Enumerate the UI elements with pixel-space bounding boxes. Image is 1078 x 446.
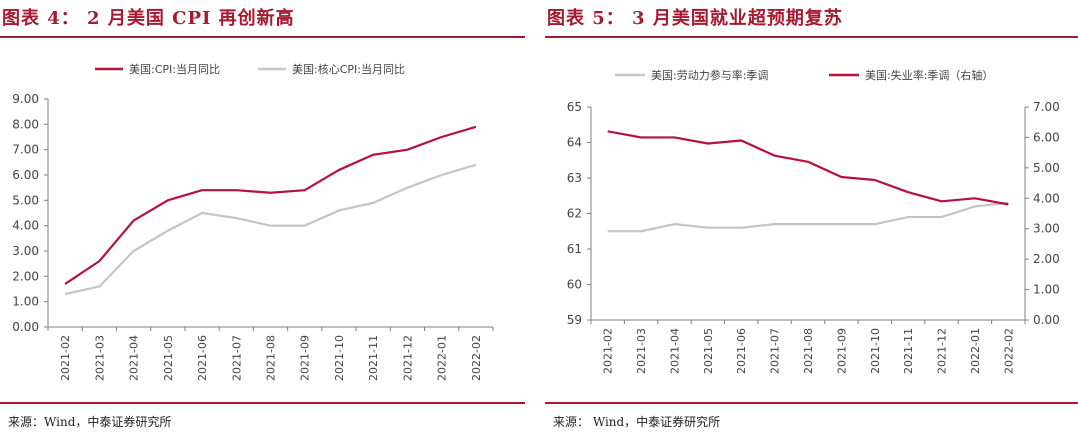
x-tick-label: 2021-05: [162, 335, 175, 381]
y-tick-label: 1.00: [12, 295, 39, 309]
x-tick-label: 2021-06: [196, 335, 209, 381]
left-y-tick-label: 60: [567, 278, 582, 292]
right-y-tick-label: 6.00: [1033, 130, 1060, 144]
x-tick-label: 2022-01: [436, 335, 449, 381]
chart-panel-right: 图表 5： 3 月美国就业超预期复苏 59 60 61 62 63 64 65 0.00 1.0…: [545, 0, 1078, 446]
right-y-tick-label: 0.00: [1033, 313, 1060, 327]
y-tick-label: 5.00: [12, 193, 39, 207]
chart-title-right: 图表 5： 3 月美国就业超预期复苏: [547, 8, 843, 29]
x-tick-label: 2021-08: [802, 328, 815, 374]
legend-label-1: 美国:失业率:季调（右轴）: [865, 68, 993, 82]
left-y-tick-label: 65: [567, 100, 582, 114]
cpi-line-chart: 0.00 1.00 2.00 3.00 4.00 5.00 6.00 7.00 8.00 9.00…: [12, 62, 494, 381]
y-tick-label: 2.00: [12, 269, 39, 283]
left-y-tick-label: 63: [567, 171, 582, 185]
x-tick-label: 2021-12: [936, 328, 949, 374]
source-divider-right: [545, 402, 1078, 404]
y-tick-label: 8.00: [12, 117, 39, 131]
x-tick-label: 2021-10: [333, 335, 346, 381]
left-y-tick-label: 59: [567, 313, 582, 327]
source-note-right: 来源： Wind，中泰证券研究所: [553, 415, 721, 429]
title-divider-left: [0, 36, 525, 38]
source-divider-left: [0, 402, 525, 404]
x-tick-label: 2021-03: [93, 335, 106, 381]
x-tick-label: 2021-02: [59, 335, 72, 381]
left-y-tick-label: 64: [567, 136, 582, 150]
employment-line-chart: 59 60 61 62 63 64 65 0.00 1.00 2.00 3.00 4.00 5.00 6.…: [567, 68, 1060, 374]
x-tick-label: 2021-04: [128, 335, 141, 381]
right-y-tick-label: 1.00: [1033, 283, 1060, 297]
x-tick-label: 2021-03: [635, 328, 648, 374]
right-y-tick-label: 7.00: [1033, 100, 1060, 114]
x-tick-label: 2021-11: [367, 335, 380, 381]
y-tick-label: 3.00: [12, 244, 39, 258]
legend-label-0: 美国:劳动力参与率:季调: [651, 68, 768, 82]
x-tick-label: 2021-06: [735, 328, 748, 374]
x-tick-label: 2021-07: [769, 328, 782, 374]
series-line-1: [64, 163, 477, 296]
right-y-tick-label: 2.00: [1033, 252, 1060, 266]
source-note-left: 来源：Wind，中泰证券研究所: [8, 415, 172, 429]
right-y-tick-label: 4.00: [1033, 191, 1060, 205]
x-tick-label: 2021-08: [265, 335, 278, 381]
y-tick-label: 4.00: [12, 219, 39, 233]
left-y-tick-label: 62: [567, 207, 582, 221]
right-y-tick-label: 5.00: [1033, 161, 1060, 175]
x-tick-label: 2021-09: [299, 335, 312, 381]
x-tick-label: 2021-04: [668, 328, 681, 374]
y-tick-label: 7.00: [12, 143, 39, 157]
x-tick-label: 2021-10: [869, 328, 882, 374]
legend-label-1: 美国:核心CPI:当月同比: [292, 62, 405, 76]
chart-panel-left: 图表 4： 2 月美国 CPI 再创新高 0.00 1.00 2.00 3.00 4.0…: [0, 0, 525, 446]
x-tick-label: 2022-02: [1002, 328, 1015, 374]
series-line-0: [607, 201, 1009, 233]
series-line-0: [64, 125, 477, 285]
y-tick-label: 0.00: [12, 320, 39, 334]
x-tick-label: 2022-01: [969, 328, 982, 374]
title-divider-right: [545, 36, 1078, 38]
x-tick-label: 2021-07: [230, 335, 243, 381]
x-tick-label: 2021-05: [702, 328, 715, 374]
series-line-1: [607, 130, 1009, 206]
y-tick-label: 6.00: [12, 168, 39, 182]
x-tick-label: 2021-11: [902, 328, 915, 374]
left-y-tick-label: 61: [567, 242, 582, 256]
legend-label-0: 美国:CPI:当月同比: [129, 62, 220, 76]
x-tick-label: 2021-09: [835, 328, 848, 374]
x-tick-label: 2021-12: [401, 335, 414, 381]
right-y-tick-label: 3.00: [1033, 222, 1060, 236]
x-tick-label: 2021-02: [602, 328, 615, 374]
y-tick-label: 9.00: [12, 92, 39, 106]
x-tick-label: 2022-02: [470, 335, 483, 381]
chart-title-left: 图表 4： 2 月美国 CPI 再创新高: [2, 8, 295, 29]
